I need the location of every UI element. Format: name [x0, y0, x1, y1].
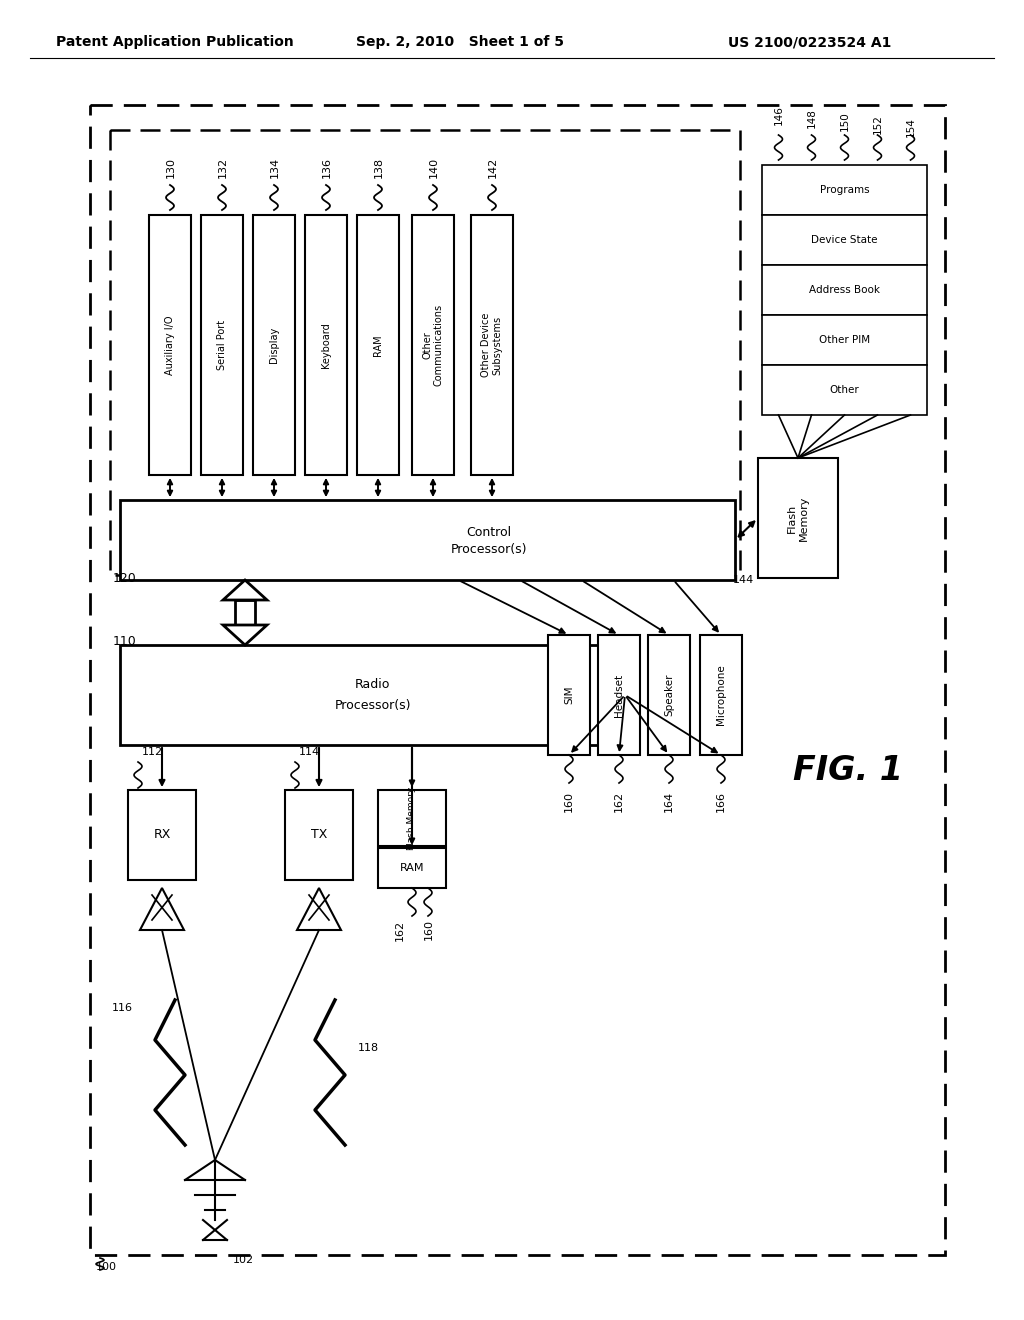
Bar	[758, 458, 838, 578]
Text: Other: Other	[829, 385, 859, 395]
Bar	[234, 601, 255, 624]
Text: 116: 116	[112, 1003, 133, 1012]
Text: 164: 164	[664, 791, 674, 812]
Text: Serial Port: Serial Port	[217, 319, 227, 370]
Text: Radio: Radio	[354, 678, 390, 692]
Text: Headset: Headset	[614, 673, 624, 717]
Text: 102: 102	[233, 1255, 254, 1265]
Bar	[412, 215, 454, 475]
Text: SIM: SIM	[564, 686, 574, 705]
Text: 138: 138	[374, 157, 384, 178]
Text: 148: 148	[807, 108, 816, 128]
Bar	[201, 215, 243, 475]
Text: 160: 160	[424, 920, 434, 940]
Text: Other Device
Subsystems: Other Device Subsystems	[481, 313, 503, 378]
Bar	[357, 215, 399, 475]
Text: 114: 114	[299, 747, 321, 756]
Text: Keyboard: Keyboard	[321, 322, 331, 368]
Text: 100: 100	[96, 1262, 117, 1272]
Text: 152: 152	[872, 114, 883, 133]
Text: Flash
Memory: Flash Memory	[787, 495, 809, 541]
Text: Processor(s): Processor(s)	[334, 698, 411, 711]
Text: 150: 150	[840, 111, 850, 131]
Text: 140: 140	[429, 157, 439, 178]
Bar	[305, 215, 347, 475]
Bar	[120, 645, 625, 744]
Text: 120: 120	[113, 572, 137, 585]
Text: Programs: Programs	[819, 185, 869, 195]
Text: Speaker: Speaker	[664, 673, 674, 717]
Text: Auxiliary I/O: Auxiliary I/O	[165, 315, 175, 375]
Text: Address Book: Address Book	[809, 285, 880, 294]
Text: 166: 166	[716, 791, 726, 812]
Text: RAM: RAM	[373, 334, 383, 356]
Text: 132: 132	[218, 157, 228, 178]
Bar	[110, 129, 740, 576]
Polygon shape	[223, 579, 267, 601]
Bar	[762, 366, 927, 414]
Bar	[598, 635, 640, 755]
Text: 110: 110	[113, 635, 137, 648]
Text: 130: 130	[166, 157, 176, 177]
Bar	[285, 789, 353, 880]
Polygon shape	[140, 888, 184, 931]
Bar	[648, 635, 690, 755]
Text: 136: 136	[322, 157, 332, 177]
Text: 112: 112	[142, 747, 163, 756]
Bar	[762, 265, 927, 315]
Text: Sep. 2, 2010   Sheet 1 of 5: Sep. 2, 2010 Sheet 1 of 5	[356, 36, 564, 49]
Text: 162: 162	[614, 791, 624, 812]
Text: Other
Communications: Other Communications	[422, 304, 443, 385]
Text: Patent Application Publication: Patent Application Publication	[56, 36, 294, 49]
Text: 134: 134	[270, 157, 280, 178]
Bar	[762, 165, 927, 215]
Text: 154: 154	[905, 117, 915, 137]
Text: Processor(s): Processor(s)	[451, 544, 527, 557]
Text: US 2100/0223524 A1: US 2100/0223524 A1	[728, 36, 892, 49]
Text: 118: 118	[358, 1043, 379, 1053]
Bar	[128, 789, 196, 880]
Bar	[120, 500, 735, 579]
Polygon shape	[223, 624, 267, 645]
Bar	[378, 847, 446, 888]
Text: 142: 142	[488, 156, 498, 178]
Text: Control: Control	[467, 525, 512, 539]
Bar	[700, 635, 742, 755]
Text: Flash Memory: Flash Memory	[408, 787, 417, 850]
Bar	[90, 106, 945, 1255]
Text: TX: TX	[311, 829, 328, 842]
Bar	[378, 789, 446, 846]
Text: RX: RX	[154, 829, 171, 842]
Text: 146: 146	[773, 106, 783, 125]
Bar	[548, 635, 590, 755]
Text: Other PIM: Other PIM	[819, 335, 870, 345]
Text: FIG. 1: FIG. 1	[793, 754, 903, 787]
Text: Device State: Device State	[811, 235, 878, 246]
Bar	[762, 215, 927, 265]
Polygon shape	[297, 888, 341, 931]
Text: Microphone: Microphone	[716, 665, 726, 726]
Text: Display: Display	[269, 327, 279, 363]
Text: 160: 160	[564, 791, 574, 812]
Bar	[471, 215, 513, 475]
Text: RAM: RAM	[399, 863, 424, 873]
Bar	[762, 315, 927, 366]
Text: 162: 162	[395, 920, 406, 941]
Bar	[150, 215, 191, 475]
Bar	[253, 215, 295, 475]
Text: 144: 144	[733, 576, 754, 585]
